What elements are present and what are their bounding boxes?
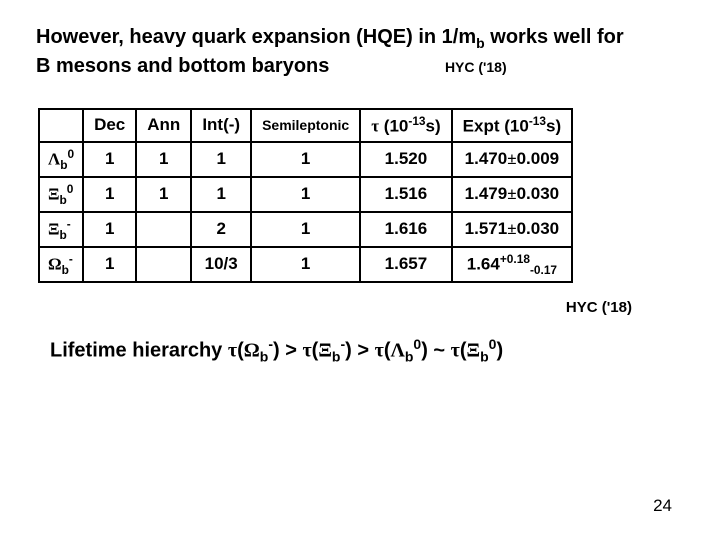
table-row: Ξb- 1 2 1 1.616 1.571±0.030	[39, 212, 572, 247]
cell-dec: 1	[83, 212, 136, 247]
cell-tau: 1.520	[360, 142, 451, 177]
lifetime-hierarchy: Lifetime hierarchy τ(Ωb-) > τ(Ξb-) > τ(Λ…	[50, 336, 684, 365]
hierarchy-lead: Lifetime hierarchy	[50, 339, 228, 361]
cell-dec: 1	[83, 177, 136, 212]
col-header-semileptonic: Semileptonic	[251, 109, 360, 142]
cell-tau: 1.616	[360, 212, 451, 247]
title-line2: B mesons and bottom baryons	[36, 55, 329, 77]
page-number: 24	[653, 496, 672, 516]
cell-int: 1	[191, 177, 251, 212]
cell-dec: 1	[83, 247, 136, 282]
table-row: Ωb- 1 10/3 1 1.657 1.64+0.18-0.17	[39, 247, 572, 282]
slide-title: However, heavy quark expansion (HQE) in …	[36, 24, 684, 80]
expt-unit-b: s)	[546, 117, 561, 136]
cell-semi: 1	[251, 142, 360, 177]
hyc-citation-top: HYC ('18)	[445, 59, 507, 75]
cell-int: 10/3	[191, 247, 251, 282]
title-line1-c: works well for	[485, 26, 624, 48]
cell-ann	[136, 212, 191, 247]
cell-ann: 1	[136, 177, 191, 212]
col-header-ann: Ann	[136, 109, 191, 142]
cell-dec: 1	[83, 142, 136, 177]
cell-int: 2	[191, 212, 251, 247]
expt-unit-a: Expt (10	[463, 117, 529, 136]
row-label-lambda-b0: Λb0	[39, 142, 83, 177]
table-row: Ξb0 1 1 1 1 1.516 1.479±0.030	[39, 177, 572, 212]
cell-expt: 1.64+0.18-0.17	[452, 247, 572, 282]
hyc-citation-bottom: HYC ('18)	[36, 299, 632, 316]
tau-unit-exp: -13	[408, 114, 425, 128]
cell-expt: 1.470±0.009	[452, 142, 572, 177]
table-row: Λb0 1 1 1 1 1.520 1.470±0.009	[39, 142, 572, 177]
expt-unit-exp: -13	[529, 114, 546, 128]
title-line1-a: However, heavy quark expansion (HQE) in …	[36, 26, 476, 48]
table-header-row: Dec Ann Int(-) Semileptonic τ (10-13s) E…	[39, 109, 572, 142]
cell-tau: 1.516	[360, 177, 451, 212]
row-label-xi-b-minus: Ξb-	[39, 212, 83, 247]
cell-expt: 1.571±0.030	[452, 212, 572, 247]
col-header-expt: Expt (10-13s)	[452, 109, 572, 142]
lifetime-table: Dec Ann Int(-) Semileptonic τ (10-13s) E…	[38, 108, 573, 283]
col-header-tau: τ (10-13s)	[360, 109, 451, 142]
cell-semi: 1	[251, 212, 360, 247]
tau-unit-a: (10	[379, 117, 408, 136]
col-header-empty	[39, 109, 83, 142]
col-header-int: Int(-)	[191, 109, 251, 142]
cell-ann	[136, 247, 191, 282]
tau-unit-b: s)	[426, 117, 441, 136]
tau-symbol: τ	[371, 117, 379, 136]
cell-ann: 1	[136, 142, 191, 177]
row-label-xi-b0: Ξb0	[39, 177, 83, 212]
cell-semi: 1	[251, 247, 360, 282]
cell-semi: 1	[251, 177, 360, 212]
row-label-omega-b-minus: Ωb-	[39, 247, 83, 282]
cell-tau: 1.657	[360, 247, 451, 282]
col-header-dec: Dec	[83, 109, 136, 142]
title-mb: b	[476, 26, 485, 48]
cell-expt: 1.479±0.030	[452, 177, 572, 212]
cell-int: 1	[191, 142, 251, 177]
